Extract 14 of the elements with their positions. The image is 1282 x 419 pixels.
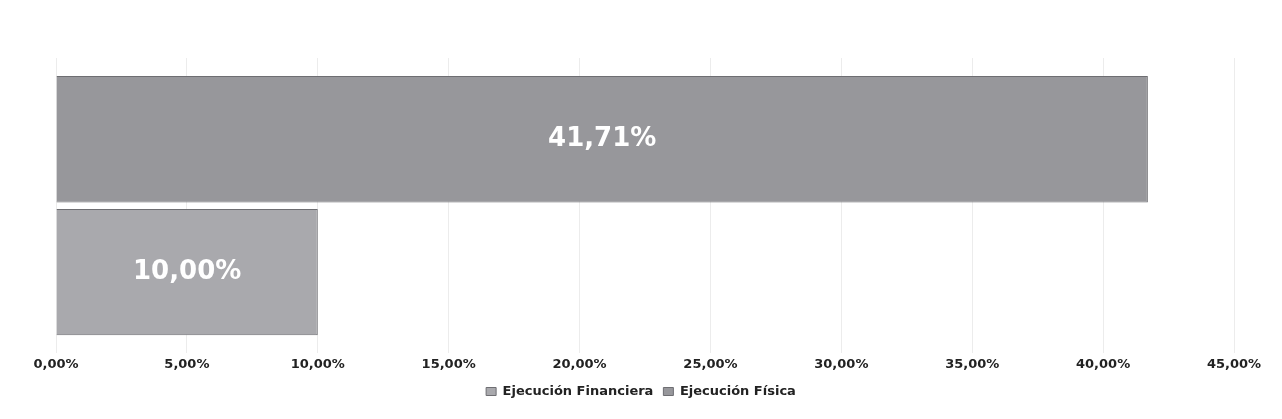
x-tick-label: 0,00% <box>33 355 79 371</box>
x-tick-label: 25,00% <box>683 355 738 371</box>
x-tick-label: 40,00% <box>1076 355 1131 371</box>
x-tick-label: 30,00% <box>814 355 869 371</box>
x-tick-label: 5,00% <box>164 355 210 371</box>
x-tick-label: 20,00% <box>552 355 607 371</box>
x-tick-label: 15,00% <box>421 355 476 371</box>
data-label: 41,71% <box>548 121 657 152</box>
legend-label: Ejecución Financiera <box>502 382 654 398</box>
x-tick-label: 35,00% <box>945 355 1000 371</box>
x-tick-label: 45,00% <box>1206 355 1262 371</box>
x-tick-label: 10,00% <box>290 355 345 371</box>
legend-label: Ejecución Física <box>679 382 796 398</box>
data-label: 10,00% <box>132 254 242 285</box>
